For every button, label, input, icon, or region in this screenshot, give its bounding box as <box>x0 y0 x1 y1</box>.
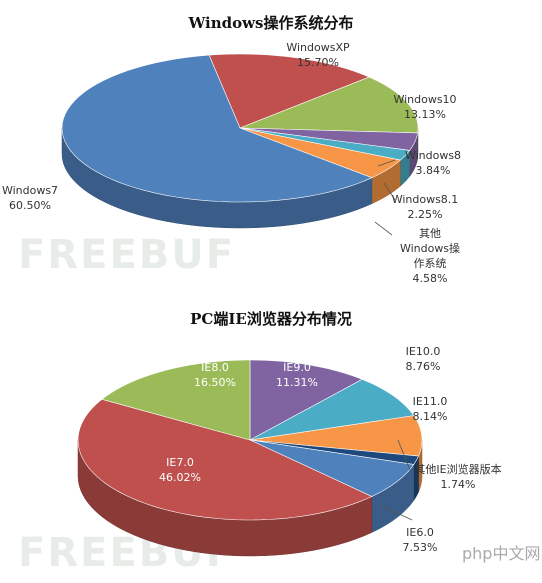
label-name: Windows7 <box>1 184 59 197</box>
slice <box>249 415 423 457</box>
label-value: 8.76% <box>405 360 441 373</box>
slice <box>249 379 415 441</box>
slice <box>77 398 373 521</box>
label-value: 3.84% <box>415 164 451 177</box>
label-value: 1.74% <box>440 478 476 491</box>
slice <box>208 53 370 129</box>
watermark: php中文网 <box>462 544 541 563</box>
slice <box>249 359 363 441</box>
data-label: WindowsXP 15.70% <box>286 40 349 70</box>
pie-tops <box>77 359 423 521</box>
data-label: Windows7 60.50% <box>2 183 58 213</box>
label-value: 46.02% <box>159 471 201 484</box>
label-value: 11.31% <box>276 376 318 389</box>
leader-line <box>397 439 411 471</box>
slice <box>239 76 419 134</box>
data-label: Windows8 3.84% <box>405 148 461 178</box>
label-name: Windows10 <box>393 93 457 106</box>
data-label: 其他Windows操作系统 4.58% <box>395 226 465 286</box>
data-label: IE9.0 11.31% <box>276 360 318 390</box>
slice <box>101 359 251 441</box>
label-name: Windows8 <box>404 149 462 162</box>
slice <box>239 127 402 179</box>
label-value: 8.14% <box>412 410 448 423</box>
label-name: IE6.0 <box>406 526 434 539</box>
label-name: 其他IE浏览器版本 <box>414 463 502 476</box>
slice <box>239 127 411 161</box>
label-value: 16.50% <box>194 376 236 389</box>
label-name: 其他Windows操作系统 <box>399 227 461 270</box>
label-value: 13.13% <box>404 108 446 121</box>
data-label: IE7.0 46.02% <box>159 455 201 485</box>
slice <box>249 439 415 497</box>
data-label: 其他IE浏览器版本 1.74% <box>413 462 503 492</box>
label-name: IE7.0 <box>166 456 194 469</box>
pie-tops <box>61 53 419 203</box>
chart-title: Windows操作系统分布 <box>188 14 354 32</box>
label-name: WindowsXP <box>286 41 350 54</box>
label-value: 15.70% <box>297 56 339 69</box>
watermark: FREEBUF <box>18 232 236 278</box>
label-value: 7.53% <box>402 541 438 554</box>
label-name: IE11.0 <box>412 395 448 408</box>
data-label: IE11.0 8.14% <box>413 394 448 424</box>
label-name: IE10.0 <box>405 345 441 358</box>
data-label: Windows10 13.13% <box>393 92 456 122</box>
label-value: 60.50% <box>9 199 51 212</box>
data-label: Windows8.1 2.25% <box>392 192 459 222</box>
label-name: IE8.0 <box>201 361 229 374</box>
leader-line <box>379 504 413 521</box>
label-name: IE9.0 <box>283 361 311 374</box>
leader-line <box>374 221 393 236</box>
label-value: 4.58% <box>412 272 448 285</box>
leader-line <box>377 159 396 167</box>
data-label: IE6.0 7.53% <box>403 525 438 555</box>
slice <box>61 54 373 203</box>
data-label: IE8.0 16.50% <box>194 360 236 390</box>
label-name: Windows8.1 <box>391 193 459 206</box>
data-label: IE10.0 8.76% <box>406 344 441 374</box>
leader-line <box>383 182 396 201</box>
chart-title: PC端IE浏览器分布情况 <box>190 310 352 328</box>
label-value: 2.25% <box>407 208 443 221</box>
